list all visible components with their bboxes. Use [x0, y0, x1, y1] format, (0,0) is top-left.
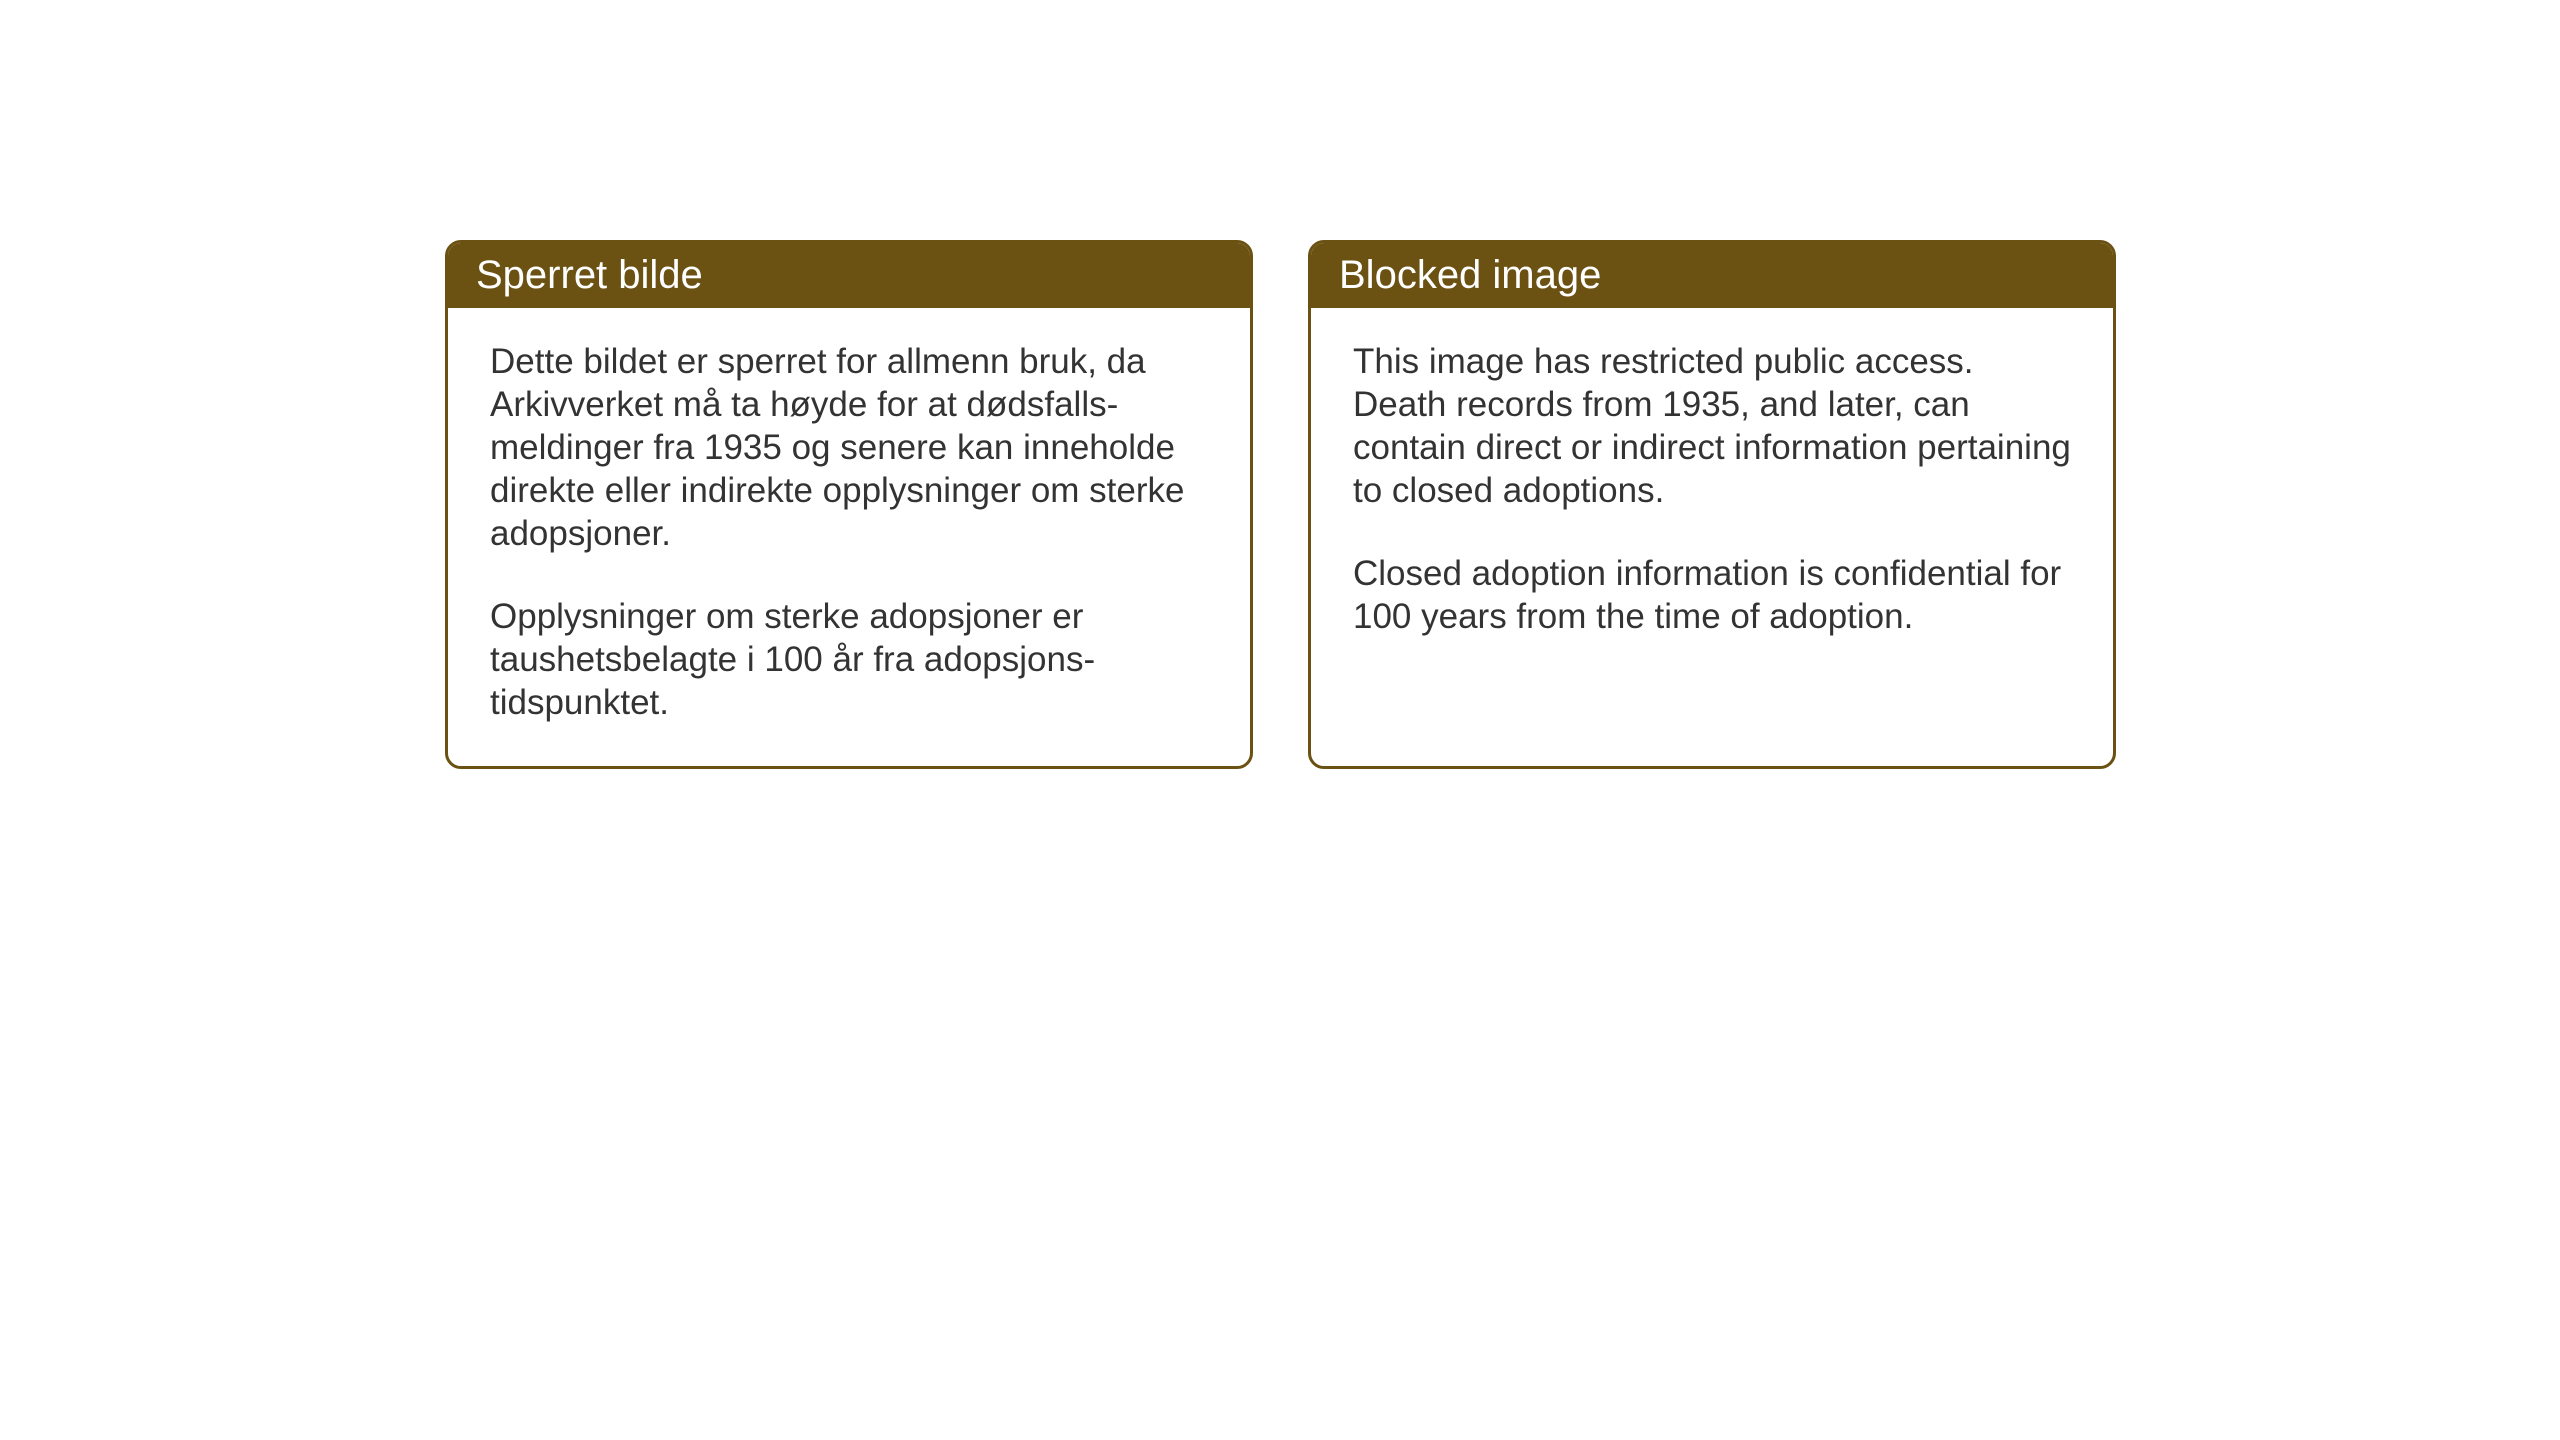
- card-paragraph: Dette bildet er sperret for allmenn bruk…: [490, 340, 1208, 555]
- card-english: Blocked image This image has restricted …: [1308, 240, 2116, 769]
- card-title: Blocked image: [1339, 253, 1601, 297]
- card-header-english: Blocked image: [1311, 243, 2113, 308]
- card-title: Sperret bilde: [476, 253, 703, 297]
- card-paragraph: Opplysninger om sterke adopsjoner er tau…: [490, 595, 1208, 724]
- card-body-norwegian: Dette bildet er sperret for allmenn bruk…: [448, 308, 1250, 766]
- cards-container: Sperret bilde Dette bildet er sperret fo…: [445, 240, 2116, 769]
- card-paragraph: This image has restricted public access.…: [1353, 340, 2071, 512]
- card-paragraph: Closed adoption information is confident…: [1353, 552, 2071, 638]
- card-body-english: This image has restricted public access.…: [1311, 308, 2113, 680]
- card-norwegian: Sperret bilde Dette bildet er sperret fo…: [445, 240, 1253, 769]
- card-header-norwegian: Sperret bilde: [448, 243, 1250, 308]
